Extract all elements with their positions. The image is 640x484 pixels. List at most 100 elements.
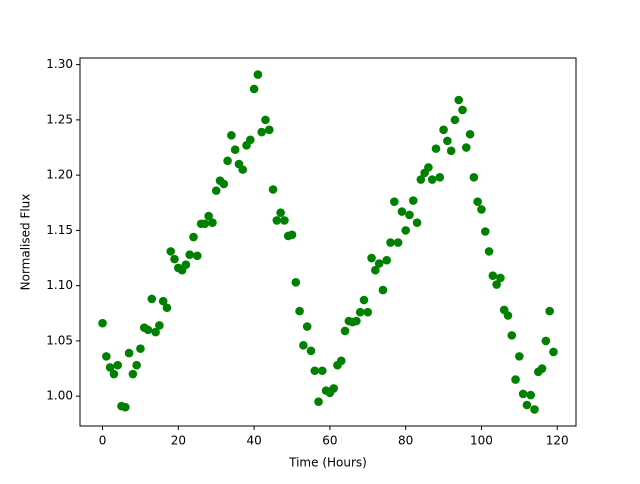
point [446, 146, 456, 156]
x-tick-label: 80 [398, 434, 413, 448]
x-axis-label: Time (Hours) [288, 456, 367, 470]
point [158, 296, 168, 306]
point [155, 321, 164, 330]
point [484, 247, 494, 256]
point [393, 238, 403, 247]
point [488, 271, 498, 281]
point [102, 352, 111, 361]
y-tick-label: 1.05 [46, 333, 73, 347]
point [253, 70, 263, 79]
point [318, 366, 327, 376]
point [219, 179, 229, 189]
point [204, 211, 213, 221]
point [416, 175, 426, 184]
point [132, 360, 141, 370]
point [473, 197, 482, 206]
point [200, 219, 210, 229]
y-tick-label: 1.15 [46, 223, 73, 237]
point [208, 218, 217, 227]
point [189, 232, 198, 242]
point [109, 369, 119, 379]
y-tick-label: 1.10 [46, 278, 73, 292]
point [469, 173, 479, 182]
point [268, 185, 278, 194]
point [124, 348, 134, 358]
x-tick-label: 40 [246, 434, 261, 448]
point [310, 366, 320, 376]
point [465, 129, 475, 139]
point [397, 207, 407, 216]
point [181, 260, 191, 269]
point [295, 306, 304, 316]
point [170, 254, 179, 264]
point [424, 163, 433, 172]
point [401, 226, 410, 235]
x-tick-label: 60 [322, 434, 337, 448]
point [450, 115, 460, 125]
point [257, 127, 266, 137]
point [264, 125, 274, 135]
point [454, 95, 464, 105]
point [120, 402, 130, 412]
point [390, 197, 399, 206]
point [359, 295, 369, 305]
point [238, 165, 248, 174]
y-tick-label: 1.25 [46, 112, 73, 126]
point [291, 278, 301, 287]
point [443, 136, 452, 146]
point [518, 389, 528, 399]
point [355, 307, 365, 317]
point [549, 347, 558, 357]
point [280, 216, 289, 225]
point [299, 341, 308, 350]
point [147, 294, 157, 304]
point [405, 210, 414, 220]
point [541, 336, 551, 346]
point [480, 227, 490, 236]
point [367, 253, 376, 263]
point [530, 405, 539, 414]
point [427, 175, 437, 184]
x-tick-label: 20 [171, 434, 186, 448]
point [477, 205, 486, 214]
point [302, 322, 312, 331]
point [526, 390, 536, 400]
y-tick-label: 1.30 [46, 57, 73, 71]
point [227, 131, 236, 140]
point [462, 143, 471, 152]
point [249, 84, 259, 94]
point [185, 250, 194, 260]
point [306, 346, 316, 356]
point [113, 360, 123, 370]
point [382, 255, 392, 265]
point [128, 369, 138, 379]
point [329, 384, 338, 393]
point [98, 318, 107, 328]
x-tick-label: 100 [470, 434, 493, 448]
point [386, 238, 395, 247]
point [336, 356, 346, 366]
point [192, 251, 202, 261]
point [492, 280, 501, 289]
point [340, 326, 350, 336]
y-tick-label: 1.00 [46, 389, 73, 403]
point [105, 363, 115, 372]
point [363, 307, 373, 317]
point [545, 306, 554, 316]
y-tick-label: 1.20 [46, 168, 73, 182]
point [412, 218, 422, 227]
point [136, 344, 145, 353]
point [151, 327, 160, 337]
point [537, 364, 547, 373]
point [439, 125, 448, 135]
point [166, 247, 176, 256]
point [287, 230, 297, 240]
point [143, 325, 153, 335]
point [223, 156, 232, 166]
point [522, 400, 532, 410]
point [162, 303, 172, 313]
point [408, 196, 418, 205]
point [246, 135, 255, 145]
point [503, 311, 513, 320]
